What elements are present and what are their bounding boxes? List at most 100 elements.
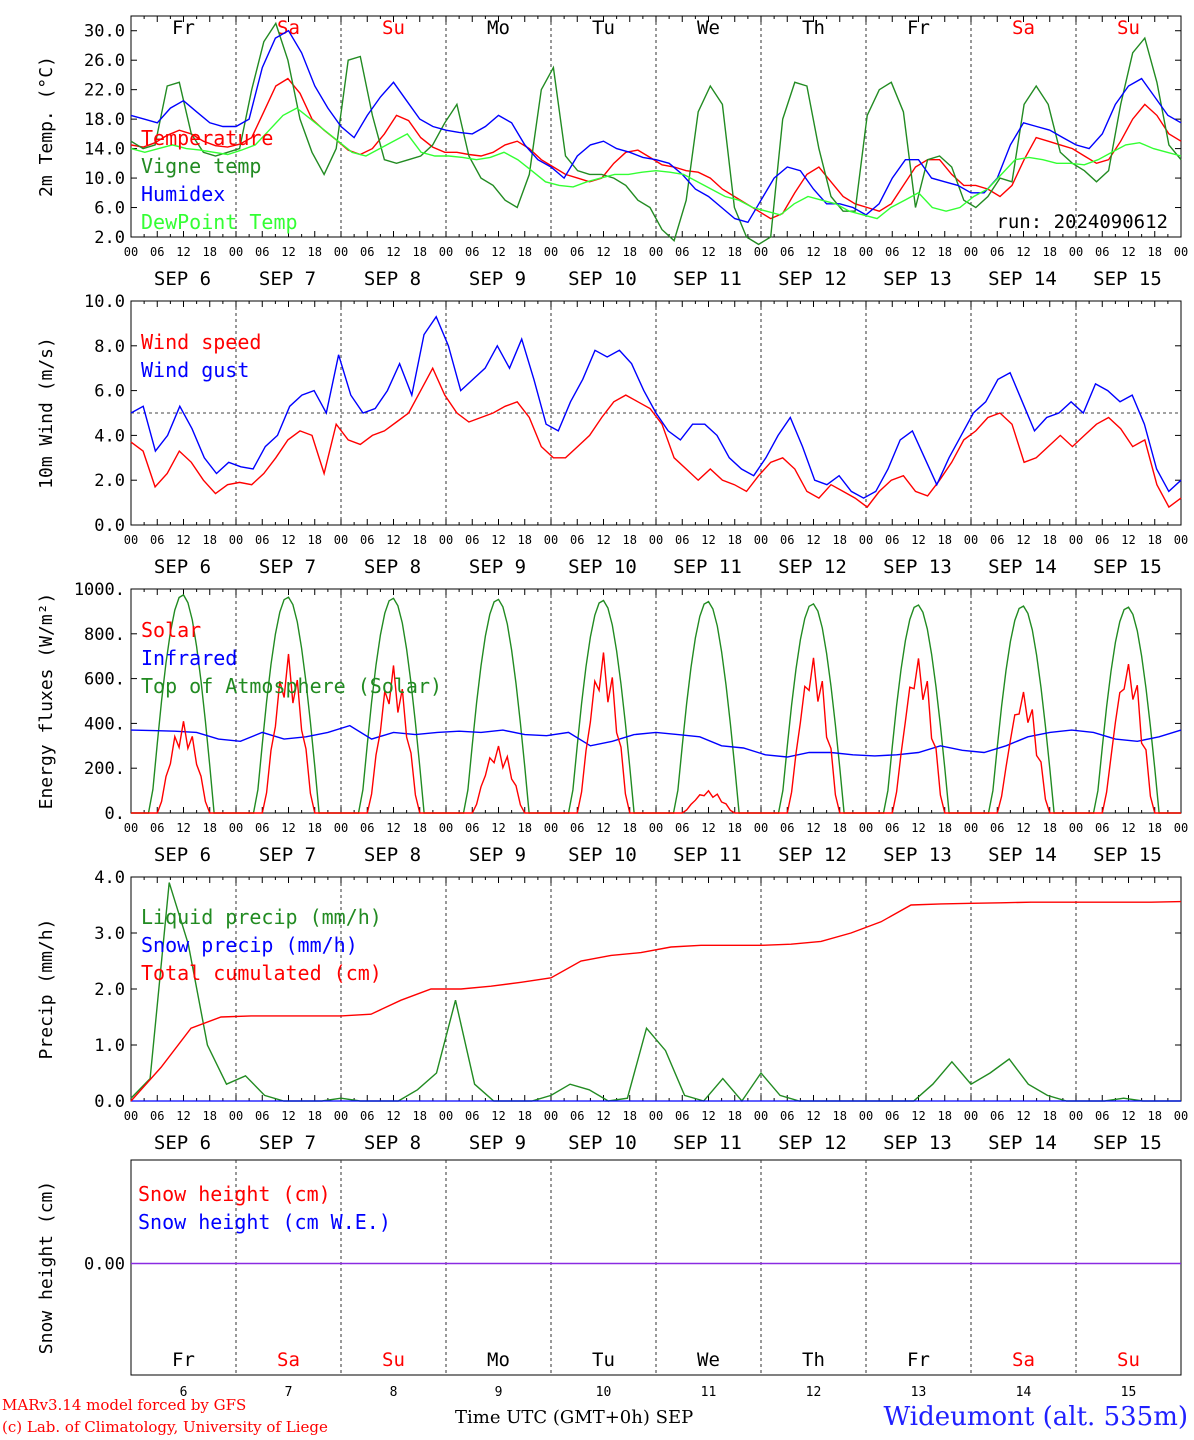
weekday-label: We [697,17,720,39]
hour-tick-label: 12 [1121,533,1135,547]
hour-tick-label: 06 [150,245,164,259]
hour-tick-label: 00 [649,245,663,259]
hour-tick-label: 12 [386,245,400,259]
y-tick-label: 4.0 [94,426,125,446]
hour-tick-label: 18 [728,1109,742,1123]
hour-tick-label: 06 [255,1109,269,1123]
legend-liquid-precip-mm-h-: Liquid precip (mm/h) [141,905,382,929]
hour-tick-label: 06 [255,245,269,259]
hour-tick-label: 12 [491,533,505,547]
hour-tick-label: 06 [990,533,1004,547]
date-label: SEP 14 [988,844,1057,866]
hour-tick-label: 00 [544,245,558,259]
hour-tick-label: 00 [1174,1109,1188,1123]
hour-tick-label: 06 [1095,821,1109,835]
hour-tick-label: 18 [833,245,847,259]
weekday-label: Su [382,17,405,39]
hour-tick-label: 12 [386,1109,400,1123]
y-tick-label: 26.0 [84,51,125,71]
weekday-label-bottom: Fr [172,1349,195,1371]
hour-tick-label: 12 [806,821,820,835]
hour-tick-label: 12 [1121,821,1135,835]
hour-tick-label: 18 [413,821,427,835]
hour-tick-label: 00 [544,821,558,835]
hour-tick-label: 18 [1043,533,1057,547]
hour-tick-label: 12 [281,533,295,547]
hour-tick-label: 12 [491,245,505,259]
y-axis-label: Energy fluxes (W/m²) [36,593,57,810]
hour-tick-label: 12 [491,821,505,835]
hour-tick-label: 18 [308,821,322,835]
hour-tick-label: 18 [413,245,427,259]
hour-tick-label: 00 [754,533,768,547]
weekday-label: Mo [487,17,510,39]
y-tick-label: 0.00 [84,1255,125,1275]
y-tick-label: 2.0 [94,980,125,1000]
hour-tick-label: 18 [203,533,217,547]
hour-tick-label: 12 [281,821,295,835]
date-label: SEP 11 [673,268,742,290]
day-number-label: 6 [180,1385,188,1400]
hour-tick-label: 18 [728,533,742,547]
series-temperature [130,77,1182,220]
date-label: SEP 10 [568,844,637,866]
date-label: SEP 8 [364,1132,421,1154]
copyright-credit: (c) Lab. of Climatology, University of L… [2,1418,328,1436]
date-label: SEP 8 [364,556,421,578]
day-number-label: 11 [701,1385,717,1400]
date-label: SEP 6 [154,1132,211,1154]
day-number-label: 9 [495,1385,503,1400]
hour-tick-label: 12 [911,821,925,835]
legend-humidex: Humidex [141,182,225,206]
date-label: SEP 11 [673,1132,742,1154]
weekday-label: Fr [907,17,930,39]
day-number-label: 10 [596,1385,612,1400]
hour-tick-label: 18 [623,1109,637,1123]
hour-tick-label: 00 [1069,821,1083,835]
hour-tick-label: 18 [833,821,847,835]
hour-tick-label: 00 [544,1109,558,1123]
hour-tick-label: 18 [413,533,427,547]
date-label: SEP 7 [259,844,316,866]
hour-tick-label: 18 [1148,245,1162,259]
hour-tick-label: 00 [964,1109,978,1123]
y-tick-label: 600. [84,670,125,690]
hour-tick-label: 06 [885,533,899,547]
hour-tick-label: 12 [701,245,715,259]
legend-vigne-temp: Vigne temp [141,154,261,178]
hour-tick-label: 06 [675,245,689,259]
y-axis-label: 10m Wind (m/s) [36,337,57,489]
hour-tick-label: 18 [308,533,322,547]
date-label: SEP 14 [988,268,1057,290]
weekday-label: Tu [592,17,615,39]
legend-snow-height-cm-w-e-: Snow height (cm W.E.) [138,1210,391,1234]
plot-frame-3 [130,588,1182,814]
y-tick-label: 4.0 [94,868,125,888]
date-label: SEP 11 [673,556,742,578]
hour-tick-label: 18 [518,533,532,547]
hour-tick-label: 00 [334,533,348,547]
hour-tick-label: 18 [938,1109,952,1123]
y-tick-label: 18.0 [84,110,125,130]
date-label: SEP 8 [364,268,421,290]
hour-tick-label: 12 [596,533,610,547]
model-credit: MARv3.14 model forced by GFS [2,1396,247,1414]
weekday-label: Fr [172,17,195,39]
date-label: SEP 6 [154,556,211,578]
weekday-label-bottom: Fr [907,1349,930,1371]
series-vigne-temp [130,21,1182,246]
hour-tick-label: 18 [308,245,322,259]
hour-tick-label: 00 [124,533,138,547]
day-number-label: 15 [1121,1385,1137,1400]
hour-tick-label: 12 [596,1109,610,1123]
hour-tick-label: 00 [964,245,978,259]
y-tick-label: 0.0 [94,1092,125,1112]
hour-tick-label: 18 [1148,533,1162,547]
time-axis-title-text: Time UTC (GMT+0h) [455,1407,650,1428]
hour-tick-label: 00 [859,245,873,259]
y-tick-label: 10.0 [84,169,125,189]
legend-dewpoint-temp: DewPoint Temp [141,210,298,234]
legend-total-cumulated-cm-: Total cumulated (cm) [141,961,382,985]
hour-tick-label: 18 [413,1109,427,1123]
hour-tick-label: 12 [1016,821,1030,835]
